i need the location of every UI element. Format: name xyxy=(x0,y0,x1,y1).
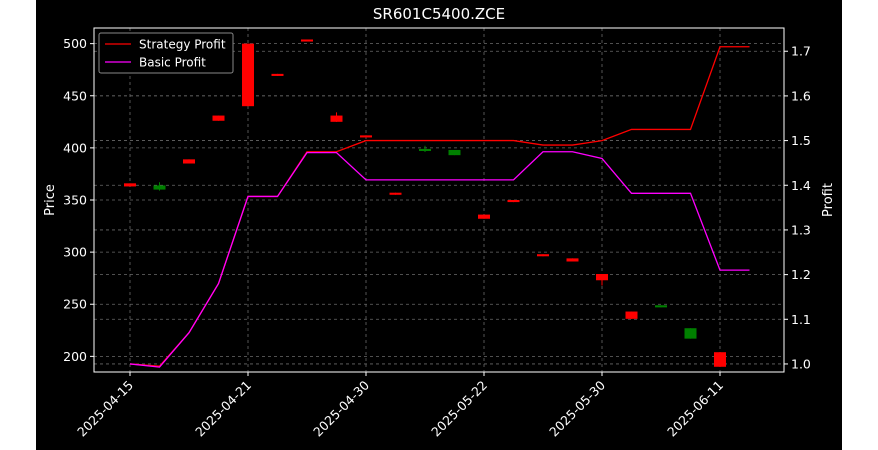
candle-body xyxy=(566,258,579,262)
legend-box xyxy=(98,32,234,74)
candle-body xyxy=(153,185,166,190)
basic-profit-line xyxy=(129,151,750,368)
candles xyxy=(124,39,726,367)
x-tick-label: 2025-05-22 xyxy=(428,378,490,440)
candle-body xyxy=(212,115,225,121)
candle-body xyxy=(448,149,461,156)
y-right-tick-label: 1.3 xyxy=(791,222,811,237)
candle-body xyxy=(242,43,254,107)
y-right-tick-label: 1.5 xyxy=(791,133,811,148)
legend-label: Basic Profit xyxy=(139,56,206,70)
legend: Strategy Profit Basic Profit xyxy=(98,32,234,74)
candle-body xyxy=(537,254,549,257)
candle-body xyxy=(389,192,402,195)
chart-area: 200 250 300 350 400 450 500 1.0 1.1 1.2 1.3 1.4 1.5… xyxy=(36,0,842,450)
y-right-tick-label: 1.1 xyxy=(791,312,811,327)
x-tick-label: 2025-04-15 xyxy=(74,378,136,440)
y-tick-label: 350 xyxy=(63,193,87,208)
y-axis-label-right: Profit xyxy=(821,183,836,217)
y-tick-label: 250 xyxy=(63,297,87,312)
x-axis: 2025-04-15 2025-04-21 2025-04-30 2025-05-22… xyxy=(74,372,726,439)
profit-lines xyxy=(129,46,750,368)
legend-label: Strategy Profit xyxy=(139,38,226,52)
candle-body xyxy=(684,328,697,339)
y-tick-label: 300 xyxy=(63,245,87,260)
candle-body xyxy=(507,200,520,203)
candle-body xyxy=(301,39,313,42)
candle-body xyxy=(183,159,195,164)
x-tick-label: 2025-04-30 xyxy=(310,377,372,439)
y-tick-label: 200 xyxy=(63,349,87,364)
y-tick-label: 400 xyxy=(63,140,87,155)
y-tick-label: 500 xyxy=(63,36,87,51)
y-right-tick-label: 1.7 xyxy=(791,44,811,59)
gridlines xyxy=(94,28,784,372)
y-tick-label: 450 xyxy=(63,88,87,103)
y-right-tick-label: 1.6 xyxy=(791,88,811,103)
candlestick-profit-chart: 200 250 300 350 400 450 500 1.0 1.1 1.2 1.3 1.4 1.5… xyxy=(43,5,836,439)
candle-body xyxy=(124,183,136,187)
candle-body xyxy=(655,305,667,308)
candle-body xyxy=(271,73,284,76)
candle-body xyxy=(330,115,343,122)
candle-body xyxy=(419,148,431,152)
candle-body xyxy=(625,311,638,319)
strategy-profit-line xyxy=(129,46,750,367)
candle-body xyxy=(596,274,608,281)
x-tick-label: 2025-04-21 xyxy=(192,378,254,440)
y-axis-label-left: Price xyxy=(43,184,58,216)
y-right-tick-label: 1.0 xyxy=(791,356,811,371)
candle-body xyxy=(360,135,372,138)
y-axis-left: 200 250 300 350 400 450 500 xyxy=(63,36,94,364)
y-right-tick-label: 1.4 xyxy=(791,178,811,193)
chart-title: SR601C5400.ZCE xyxy=(373,5,505,23)
candle-body xyxy=(714,352,726,367)
y-axis-right: 1.0 1.1 1.2 1.3 1.4 1.5 1.6 1.7 xyxy=(784,44,811,371)
x-tick-label: 2025-06-11 xyxy=(664,378,726,440)
x-tick-label: 2025-05-30 xyxy=(546,377,608,439)
candle-body xyxy=(478,214,490,219)
y-right-tick-label: 1.2 xyxy=(791,267,811,282)
